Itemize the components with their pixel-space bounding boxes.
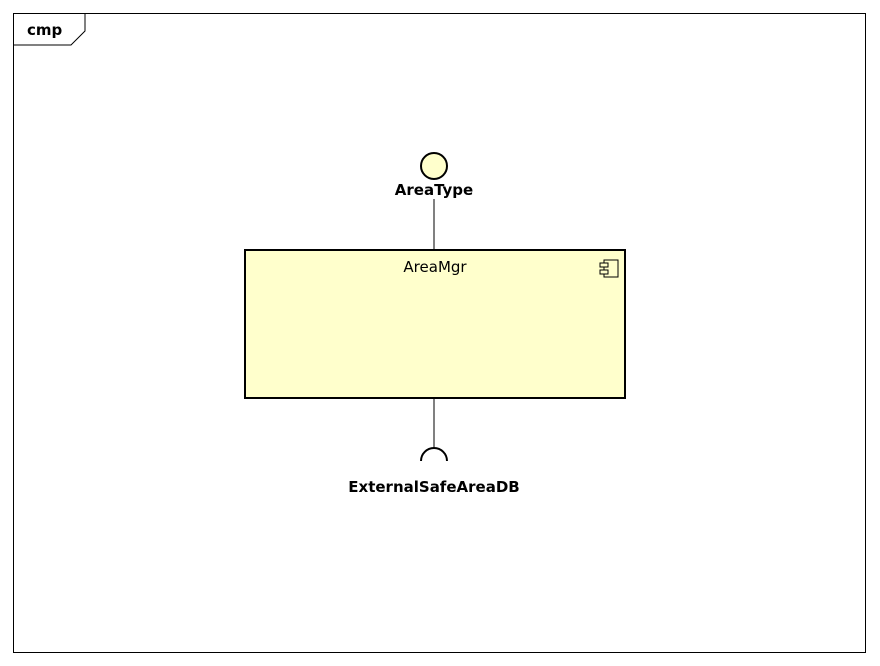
frame-label: cmp [27,21,63,39]
provided-interface-label: AreaType [394,181,474,199]
provided-interface-circle[interactable] [420,152,448,180]
diagram-frame [13,13,866,653]
component-name: AreaMgr [403,258,467,276]
frame-tab [13,13,86,46]
component-icon [599,259,619,278]
component-box[interactable]: AreaMgr [244,249,626,399]
required-interface-label: ExternalSafeAreaDB [348,478,520,496]
required-interface-socket[interactable] [420,447,448,462]
